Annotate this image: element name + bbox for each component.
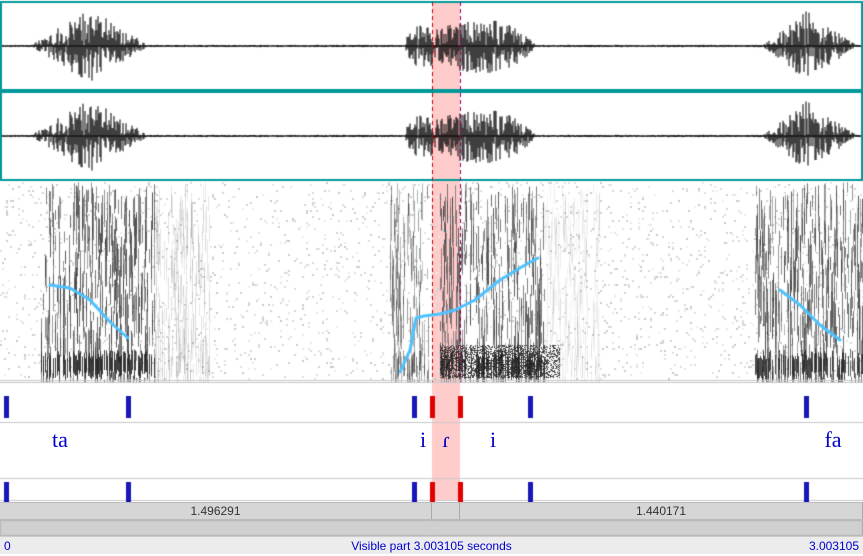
- time-end-label: 3.003105: [809, 539, 859, 553]
- time-bar[interactable]: 1.496291 1.440171: [0, 502, 863, 520]
- visible-part-label: Visible part 3.003105 seconds: [0, 539, 863, 553]
- analysis-canvas[interactable]: [0, 0, 863, 556]
- time-bar-cell[interactable]: 1.440171: [460, 503, 863, 519]
- praat-editor: taiɾifa 1.4962911.440171 0 Visible part …: [0, 0, 863, 556]
- time-start-label: 0: [4, 539, 11, 553]
- time-bar-cell[interactable]: [432, 503, 460, 519]
- time-bar-cell[interactable]: 1.496291: [0, 503, 432, 519]
- visible-part-bar[interactable]: 0 Visible part 3.003105 seconds 3.003105: [0, 536, 863, 554]
